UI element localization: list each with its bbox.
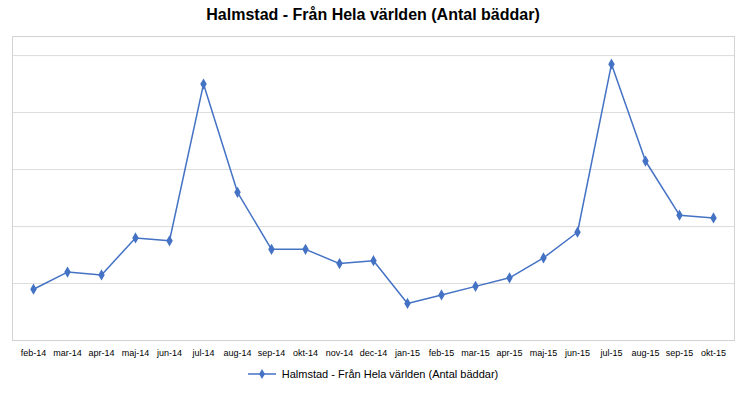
svg-text:feb-15: feb-15: [429, 348, 455, 358]
svg-text:apr-15: apr-15: [496, 348, 522, 358]
svg-text:maj-15: maj-15: [530, 348, 558, 358]
svg-text:okt-14: okt-14: [293, 348, 318, 358]
svg-text:okt-15: okt-15: [701, 348, 726, 358]
svg-text:feb-14: feb-14: [21, 348, 47, 358]
svg-text:maj-14: maj-14: [122, 348, 150, 358]
svg-text:mar-15: mar-15: [461, 348, 490, 358]
svg-text:nov-14: nov-14: [326, 348, 354, 358]
svg-text:jan-15: jan-15: [394, 348, 420, 358]
svg-text:sep-15: sep-15: [666, 348, 694, 358]
svg-text:dec-14: dec-14: [360, 348, 388, 358]
svg-text:aug-15: aug-15: [631, 348, 659, 358]
svg-text:aug-14: aug-14: [223, 348, 251, 358]
svg-text:mar-14: mar-14: [53, 348, 82, 358]
svg-text:jul-14: jul-14: [191, 348, 214, 358]
svg-text:sep-14: sep-14: [258, 348, 286, 358]
html-text:Halmstad - Från Hela världen (: Halmstad - Från Hela världen (Antal bädd…: [281, 368, 499, 380]
svg-text:jun-15: jun-15: [564, 348, 590, 358]
html-text:Halmstad - Från Hela världen (: Halmstad - Från Hela världen (Antal bädd…: [206, 6, 540, 23]
svg-text:jul-15: jul-15: [599, 348, 622, 358]
svg-text:apr-14: apr-14: [88, 348, 114, 358]
svg-text:jun-14: jun-14: [156, 348, 182, 358]
